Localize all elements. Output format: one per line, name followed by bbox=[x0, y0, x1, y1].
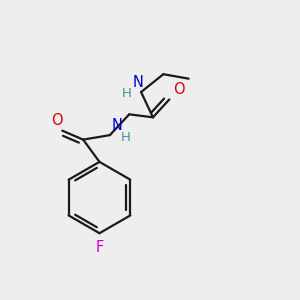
Text: F: F bbox=[95, 240, 104, 255]
Text: H: H bbox=[121, 131, 131, 144]
Text: N: N bbox=[111, 118, 122, 133]
Text: O: O bbox=[173, 82, 184, 97]
Text: O: O bbox=[51, 113, 63, 128]
Text: H: H bbox=[121, 87, 131, 100]
Text: N: N bbox=[133, 75, 143, 90]
